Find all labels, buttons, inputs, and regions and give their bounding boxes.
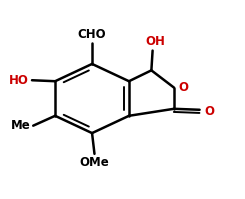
- Text: OMe: OMe: [80, 156, 109, 169]
- Text: O: O: [178, 81, 188, 94]
- Text: O: O: [204, 105, 214, 118]
- Text: CHO: CHO: [78, 28, 106, 41]
- Text: OH: OH: [145, 35, 165, 48]
- Text: Me: Me: [11, 119, 31, 132]
- Text: HO: HO: [9, 74, 29, 87]
